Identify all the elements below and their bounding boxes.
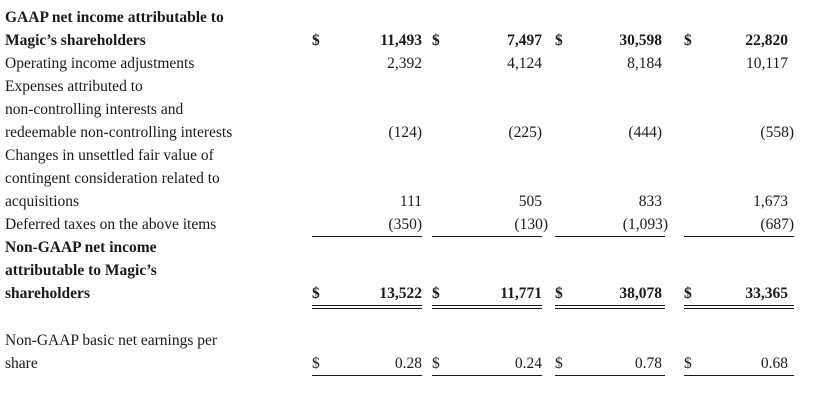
- total-rule: [555, 305, 665, 309]
- currency-symbol: $: [312, 355, 320, 372]
- value-cell: 4,124: [507, 55, 542, 72]
- row-label: Magic’s shareholders: [5, 32, 146, 49]
- value-cell: (444): [628, 124, 662, 141]
- value-cell: 0.24: [514, 355, 542, 372]
- subtotal-rule: [432, 236, 542, 237]
- currency-symbol: $: [555, 32, 563, 49]
- row-label: Non-GAAP basic net earnings per: [5, 332, 218, 349]
- value-cell: 10,117: [745, 55, 788, 72]
- subtotal-rule: [312, 236, 422, 237]
- value-cell: 7,497: [507, 32, 542, 49]
- eps-rule: [555, 375, 665, 376]
- row-label: share: [5, 355, 38, 372]
- value-cell: 1,673: [753, 193, 788, 210]
- value-cell: 11,493: [380, 32, 422, 49]
- row-label: acquisitions: [5, 193, 80, 210]
- currency-symbol: $: [312, 285, 320, 302]
- value-cell: 833: [638, 193, 662, 210]
- value-cell: 0.78: [634, 355, 662, 372]
- value-cell: 111: [399, 193, 422, 210]
- row-label: shareholders: [5, 285, 90, 302]
- value-cell: 33,365: [745, 285, 788, 302]
- eps-rule: [312, 375, 422, 376]
- eps-rule: [432, 375, 542, 376]
- total-rule: [684, 305, 794, 309]
- value-cell: (130): [514, 216, 548, 233]
- value-cell: 22,820: [745, 32, 788, 49]
- value-cell: 8,184: [627, 55, 662, 72]
- value-cell: 0.28: [394, 355, 422, 372]
- value-cell: 505: [518, 193, 542, 210]
- currency-symbol: $: [684, 32, 692, 49]
- value-cell: (1,093): [622, 216, 668, 233]
- value-cell: (350): [388, 216, 422, 233]
- value-cell: 2,392: [387, 55, 422, 72]
- row-label: non-controlling interests and: [5, 101, 184, 118]
- total-rule: [432, 305, 542, 309]
- row-label: attributable to Magic’s: [5, 262, 157, 279]
- row-label: Changes in unsettled fair value of: [5, 147, 214, 164]
- currency-symbol: $: [432, 32, 440, 49]
- currency-symbol: $: [312, 32, 320, 49]
- row-label: Deferred taxes on the above items: [5, 216, 217, 233]
- value-cell: (558): [760, 124, 794, 141]
- row-label: Non-GAAP net income: [5, 239, 157, 256]
- total-rule: [312, 305, 422, 309]
- value-cell: 0.68: [760, 355, 788, 372]
- row-label: redeemable non-controlling interests: [5, 124, 233, 141]
- value-cell: (124): [388, 124, 422, 141]
- currency-symbol: $: [684, 355, 692, 372]
- value-cell: 13,522: [379, 285, 422, 302]
- value-cell: 11,771: [500, 285, 542, 302]
- row-label: Operating income adjustments: [5, 55, 195, 72]
- value-cell: (225): [508, 124, 542, 141]
- value-cell: 38,078: [619, 285, 662, 302]
- currency-symbol: $: [432, 285, 440, 302]
- currency-symbol: $: [555, 285, 563, 302]
- row-label: GAAP net income attributable to: [5, 9, 224, 26]
- eps-rule: [684, 375, 794, 376]
- value-cell: (687): [760, 216, 794, 233]
- currency-symbol: $: [555, 355, 563, 372]
- currency-symbol: $: [432, 355, 440, 372]
- row-label: Expenses attributed to: [5, 78, 143, 95]
- subtotal-rule: [684, 236, 794, 237]
- value-cell: 30,598: [619, 32, 662, 49]
- subtotal-rule: [555, 236, 665, 237]
- row-label: contingent consideration related to: [5, 170, 220, 187]
- currency-symbol: $: [684, 285, 692, 302]
